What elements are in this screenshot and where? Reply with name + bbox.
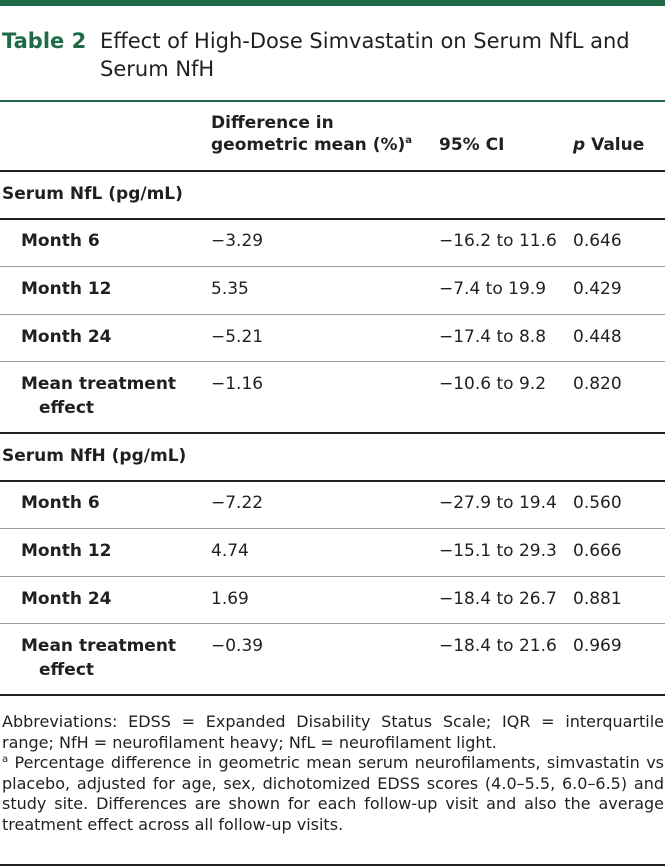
table-caption: Effect of High-Dose Simvastatin on Serum… [100, 29, 630, 81]
abbreviations: Abbreviations: EDSS = Expanded Disabilit… [2, 712, 664, 752]
row-divider [0, 314, 665, 315]
row-divider [0, 361, 665, 362]
cell-ci: −18.4 to 21.6 [439, 636, 557, 656]
cell-ci: −16.2 to 11.6 [439, 231, 557, 251]
top-rule [0, 0, 665, 6]
footer-bottom-rule [0, 864, 665, 866]
cell-difference: −0.39 [211, 636, 264, 656]
header-top-rule [0, 100, 665, 102]
header-difference: Difference in geometric mean (%)a [211, 112, 412, 156]
cell-ci: −18.4 to 26.7 [439, 589, 557, 609]
row-label: Month 24 [21, 589, 112, 609]
section-label-nfl: Serum NfL (pg/mL) [2, 184, 183, 204]
row-label: Mean treatment effect [21, 372, 196, 420]
header-bottom-rule [0, 170, 665, 172]
cell-p: 0.560 [573, 493, 622, 513]
cell-difference: −7.22 [211, 493, 264, 513]
row-divider [0, 576, 665, 577]
row-label: Month 6 [21, 493, 100, 513]
cell-p: 0.646 [573, 231, 622, 251]
row-divider [0, 266, 665, 267]
section-rule-nfl [0, 218, 665, 220]
cell-p: 0.666 [573, 541, 622, 561]
header-p-italic: p [573, 135, 586, 155]
row-label: Mean treatment effect [21, 634, 196, 682]
cell-difference: 1.69 [211, 589, 249, 609]
footnote-a: a Percentage difference in geometric mea… [2, 753, 664, 835]
cell-difference: −5.21 [211, 327, 264, 347]
row-label-line2: effect [39, 660, 95, 680]
row-label-line2: effect [39, 398, 95, 418]
cell-p: 0.881 [573, 589, 622, 609]
header-difference-line1: Difference in [211, 113, 334, 133]
cell-difference: 5.35 [211, 279, 249, 299]
table-number: Table 2 [2, 29, 87, 53]
table-footnotes: Abbreviations: EDSS = Expanded Disabilit… [2, 712, 664, 835]
row-label: Month 6 [21, 231, 100, 251]
section-end-rule [0, 432, 665, 434]
cell-ci: −17.4 to 8.8 [439, 327, 547, 347]
cell-ci: −7.4 to 19.9 [439, 279, 547, 299]
cell-p: 0.429 [573, 279, 622, 299]
cell-p: 0.820 [573, 374, 622, 394]
header-difference-line2: geometric mean (%) [211, 135, 406, 155]
row-label: Month 12 [21, 541, 112, 561]
header-p-value: p Value [573, 134, 644, 156]
cell-ci: −27.9 to 19.4 [439, 493, 557, 513]
footnote-marker: a [2, 754, 9, 765]
cell-p: 0.969 [573, 636, 622, 656]
section-label-nfh: Serum NfH (pg/mL) [2, 446, 187, 466]
cell-p: 0.448 [573, 327, 622, 347]
row-label-line1: Mean treatment [21, 374, 177, 394]
header-ci: 95% CI [439, 135, 505, 155]
row-divider [0, 528, 665, 529]
row-label: Month 24 [21, 327, 112, 347]
header-footnote-marker: a [405, 135, 413, 146]
row-label-line1: Mean treatment [21, 636, 177, 656]
section-rule-nfh [0, 480, 665, 482]
row-divider [0, 623, 665, 624]
cell-difference: −1.16 [211, 374, 264, 394]
footnote-text: Percentage difference in geometric mean … [2, 753, 664, 834]
cell-difference: 4.74 [211, 541, 249, 561]
cell-difference: −3.29 [211, 231, 264, 251]
cell-ci: −10.6 to 9.2 [439, 374, 547, 394]
table-bottom-rule [0, 694, 665, 696]
cell-ci: −15.1 to 29.3 [439, 541, 557, 561]
row-label: Month 12 [21, 279, 112, 299]
header-p-rest: Value [585, 135, 645, 155]
